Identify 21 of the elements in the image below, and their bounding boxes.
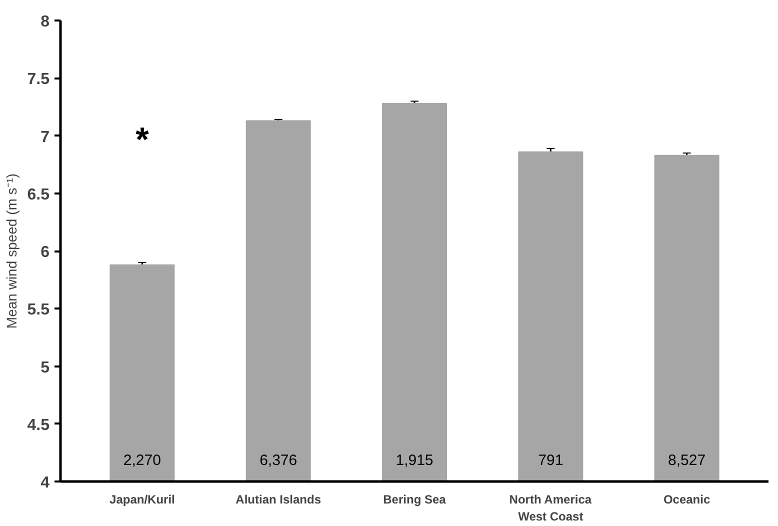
y-tick-label: 8 [40,14,50,30]
annotation: 2,270 [123,452,161,469]
annotation: 1,915 [396,452,434,469]
annotation: 791 [538,452,564,469]
x-tick-label: North America West Coast [509,492,592,524]
y-tick-label: 6 [40,244,50,261]
annotation: 8,527 [668,452,706,469]
x-tick-label: Oceanic [663,492,710,506]
y-tick-label: 5.5 [27,302,50,319]
x-tick-label: Alutian Islands [236,492,322,506]
y-tick-label: 4 [40,474,50,492]
y-axis-title: Mean wind speed (m s⁻¹) [3,173,20,329]
y-tick-label: 6.5 [27,186,50,204]
annotation: 6,376 [260,452,298,469]
x-tick-label: Bering Sea [383,492,446,506]
annotation: * [136,120,150,159]
y-tick-label: 7.5 [27,71,50,88]
y-tick-label: 7 [40,128,50,146]
y-tick-label: 4.5 [27,416,50,434]
x-tick-label: Japan/Kuril [110,492,175,506]
y-tick-label: 5 [40,359,50,376]
